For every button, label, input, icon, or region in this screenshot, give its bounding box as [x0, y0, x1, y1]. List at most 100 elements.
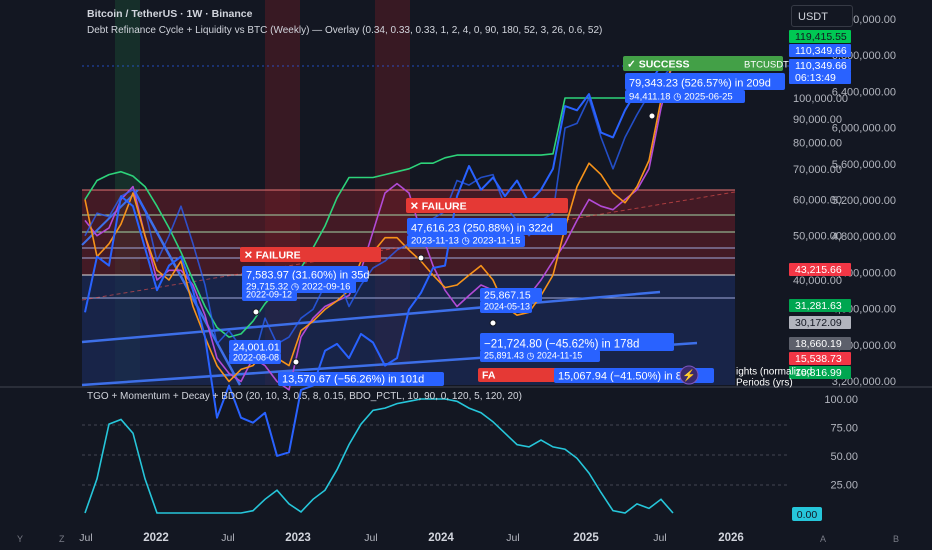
drawdown-badge-box	[278, 372, 444, 386]
failure-price-badge-box	[242, 280, 356, 293]
price-label: 10,816.99	[795, 367, 842, 379]
price-label-box	[789, 316, 851, 329]
series-line-btc-overlay	[84, 64, 674, 363]
bottom-bar-button-a[interactable]: A	[820, 534, 827, 544]
pivot-marker	[489, 319, 497, 327]
price-label-box	[789, 263, 851, 276]
success-banner-box	[623, 56, 783, 71]
series-line-purple	[84, 61, 674, 391]
time-axis-tick: Jul	[506, 532, 519, 544]
failure-banner: ✕ FAILURE	[410, 201, 467, 213]
price-label-box	[789, 299, 851, 312]
inner-axis-tick: 80,000.00	[793, 137, 842, 149]
pivot-marker	[292, 358, 300, 366]
failure-banner-box	[406, 198, 568, 213]
success-badge-box	[625, 73, 785, 90]
price-label-box	[789, 30, 851, 43]
failure-date-badge-box	[407, 235, 525, 247]
price-label-box	[789, 352, 851, 365]
right-axis-tick: 5,200,000.00	[832, 195, 896, 207]
success-banner: ✓ SUCCESS	[627, 59, 689, 71]
bottom-bar-button-z[interactable]: Z	[59, 534, 65, 544]
price-badge: 25,867.15	[484, 290, 531, 302]
oscillator-last-value: 0.00	[797, 509, 818, 521]
drawdown-date-badge-box	[480, 350, 600, 362]
date-badge-box	[480, 301, 532, 313]
time-axis-tick: 2025	[573, 532, 599, 544]
price-badge: 24,001.01	[233, 342, 280, 354]
date-badge-box	[229, 353, 281, 364]
oscillator-axis-tick: 100.00	[824, 394, 858, 406]
success-badge: 79,343.23 (526.57%) in 209d	[629, 78, 771, 90]
inner-axis-tick: 50,000.00	[793, 231, 842, 243]
series-line-orange	[84, 61, 674, 383]
inner-axis-tick: 90,000.00	[793, 114, 842, 126]
inner-axis-tick: 70,000.00	[793, 164, 842, 176]
bottom-bar-button-y[interactable]: Y	[17, 534, 24, 544]
failure-banner-box	[478, 368, 558, 382]
price-label: 18,660.19	[795, 338, 842, 350]
right-axis-tick: 6,000,000.00	[832, 123, 896, 135]
oscillator-axis-tick: 25.00	[830, 480, 858, 492]
right-axis-tick: 4,800,000.00	[832, 231, 896, 243]
failure-date-badge-box	[242, 290, 297, 301]
price-label: 119,415.55	[795, 31, 847, 43]
drawdown-badge-box	[480, 333, 674, 351]
series-line-liquidity	[84, 97, 673, 338]
overlay-indicator-title: Debt Refinance Cycle + Liquidity vs BTC …	[87, 25, 603, 36]
oscillator-indicator-title: TGO + Momentum + Decay + BDO (20, 10, 3,…	[87, 391, 522, 402]
oscillator-axis-tick: 50.00	[830, 451, 858, 463]
inner-axis-tick: 40,000.00	[793, 275, 842, 287]
failure-banner-box	[240, 247, 381, 262]
lightning-icon	[679, 365, 699, 385]
drawdown-badge: 15,067.94 (−41.50%) in 84d	[558, 371, 694, 383]
price-series-layer	[84, 61, 674, 457]
oscillator-last-value-box	[792, 507, 822, 521]
right-axis-tick: 5,600,000.00	[832, 159, 896, 171]
failure-badge: 47,616.23 (250.88%) in 322d	[411, 223, 553, 235]
right-axis-tick: 6,400,000.00	[832, 86, 896, 98]
inner-axis-tick: 100,000.00	[793, 93, 848, 105]
failure-badge-box	[242, 266, 368, 282]
price-label: 110,349.66	[795, 60, 847, 72]
price-label: 15,538.73	[795, 353, 842, 365]
date-badge: 2022-08-08	[233, 353, 279, 363]
price-label: 30,172.09	[795, 317, 842, 329]
legend-text: Periods (yrs)	[736, 378, 793, 389]
failure-date-badge: 2022-09-12	[246, 290, 292, 300]
trend-line	[81, 189, 139, 246]
price-label-box	[789, 366, 851, 379]
currency-button[interactable]: USDT	[791, 5, 853, 27]
drawdown-badge: 13,570.67 (−56.26%) in 101d	[282, 374, 424, 386]
price-label: 31,281.63	[795, 300, 842, 312]
price-label: 43,215.66	[795, 264, 842, 276]
price-badge-box	[229, 340, 281, 354]
time-axis-tick: 2022	[143, 532, 169, 544]
failure-price-badge: 29,715.32 ◷ 2022-09-16	[246, 282, 350, 293]
inner-axis-tick: 60,000.00	[793, 195, 842, 207]
price-label: 06:13:49	[795, 72, 836, 84]
drawdown-badge-box	[554, 368, 714, 383]
time-axis-tick: 2023	[285, 532, 311, 544]
lightning-glyph: ⚡	[682, 369, 696, 382]
success-date-badge: 94,411.18 ◷ 2025-06-25	[629, 92, 733, 103]
pivot-marker	[417, 254, 425, 262]
time-axis-tick: Jul	[79, 532, 92, 544]
pivot-marker	[648, 112, 656, 120]
price-label-column: 119,415.55110,349.66110,349.6606:13:4943…	[789, 30, 851, 379]
oscillator-axis: 100.00 75.00 50.00 25.00 0.00	[792, 394, 858, 521]
price-badge-box	[480, 288, 542, 302]
pivot-marker	[252, 308, 260, 316]
failure-banner: FA	[482, 370, 496, 382]
oscillator-axis-tick: 75.00	[830, 423, 858, 435]
time-axis: Jul 2022 Jul 2023 Jul 2024 Jul 2025 Jul 2026	[79, 532, 744, 544]
bottom-bar-button-b[interactable]: B	[893, 534, 900, 544]
legend-text: ights (normalized	[736, 367, 812, 378]
failure-badge: 7,583.97 (31.60%) in 35d	[246, 270, 370, 282]
symbol-tag: BTCUSDT	[744, 60, 789, 71]
time-axis-tick: 2024	[428, 532, 454, 544]
time-axis-tick: Jul	[364, 532, 377, 544]
date-badge: 2024-05-13	[484, 302, 530, 312]
failure-badge-box	[407, 218, 567, 235]
symbol-title: Bitcoin / TetherUS · 1W · Binance	[87, 8, 253, 20]
